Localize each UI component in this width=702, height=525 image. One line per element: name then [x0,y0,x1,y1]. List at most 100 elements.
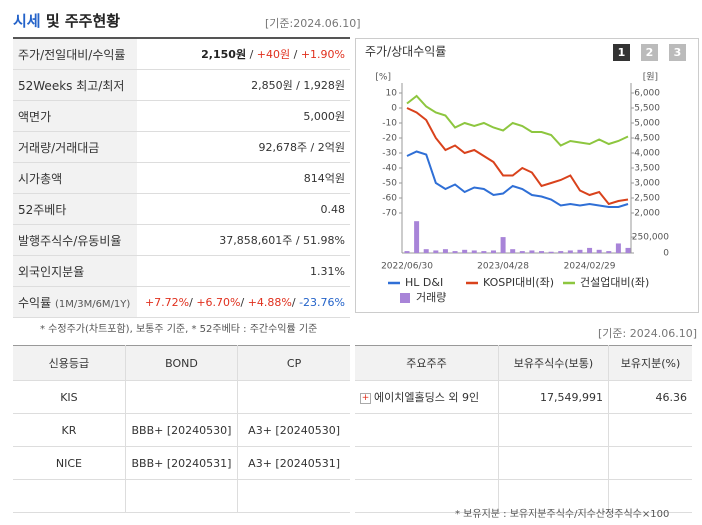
value-part: / [189,295,197,309]
quote-row: 주가/전일대비/수익률 2,150원 / +40원 / +1.90% [13,38,350,70]
chart-button-label[interactable]: 3 [674,46,682,59]
x-tick-label: 2023/04/28 [477,262,529,272]
col-header: 보유주식수(보통) [498,345,609,381]
y2-tick-label: 3,500 [634,164,660,174]
volume-bar [596,249,602,253]
chart-button[interactable] [669,44,686,61]
y2-tick-label: 2,000 [634,209,660,219]
series-line [406,150,629,208]
cell [13,479,126,513]
y-tick-label: -60 [382,194,397,204]
y2-tick-label: 4,500 [634,134,660,144]
y-tick-label: 10 [386,89,398,99]
value-part: / [291,295,300,309]
volume-bar [404,251,410,253]
volume-bar [423,249,429,253]
value-part: 5,000원 [303,110,345,123]
value-part: / [240,295,248,309]
quote-row: 시가총액 814억원 [13,162,350,194]
label-text: 52주베타 [18,202,67,217]
row-label: 52Weeks 최고/최저 [13,69,137,101]
volume-bar [414,221,420,253]
value-part: 814억원 [303,172,345,185]
holder-name: 에이치엘홀딩스 외 9인 [374,391,480,404]
cell [355,479,499,513]
value-part: +6.70% [196,295,241,309]
value-part: 92,678주 / 2억원 [258,141,345,154]
row-value: 814억원 [137,162,350,194]
row-value: 5,000원 [137,100,350,132]
value-part: 1.31% [310,264,345,278]
y2-tick-label: 6,000 [634,89,660,99]
chart-button-label[interactable]: 1 [618,46,626,59]
label-text: 외국인지분율 [18,264,85,279]
label-text: 발행주식수/유동비율 [18,233,122,248]
label-text: 거래량/거래대금 [18,140,100,155]
cell: 17,549,991 [498,380,609,414]
row-value: 2,850원 / 1,928원 [137,69,350,101]
holder-row [355,413,692,447]
cell: A3+ [20240530] [237,413,350,447]
cell [237,479,350,513]
value-part: / [290,48,301,61]
value-part: / [246,48,257,61]
chart-button[interactable] [613,44,630,61]
volume-bar [481,251,487,253]
title-rest: 및 주주현황 [40,12,121,30]
credit-row: NICE BBB+ [20240531] A3+ [20240531] [13,446,350,480]
value-part: -23.76% [299,295,345,309]
volume-bar [490,250,496,253]
cell: NICE [13,446,126,480]
legend-label: HL D&I [405,276,443,289]
credit-row [13,479,350,513]
value-part: 2,850원 / 1,928원 [251,79,345,92]
quote-row: 52주베타 0.48 [13,193,350,225]
cell [498,479,609,513]
volume-bar [442,249,448,253]
volume-bar [452,251,458,253]
y-tick-label: -20 [382,134,397,144]
holder-row [355,479,692,513]
col-header: 주요주주 [355,345,499,381]
label-note: (1M/3M/6M/1Y) [54,298,131,310]
holder-row [355,446,692,480]
value-part: +1.90% [300,48,345,61]
base-date-2: [기준: 2024.06.10] [598,327,698,340]
y-tick-label: -50 [382,179,397,189]
cell [355,446,499,480]
cell [355,413,499,447]
row-value: 0.48 [137,193,350,225]
chart-button-label[interactable]: 2 [646,46,654,59]
volume-bar [606,251,612,253]
col-header: CP [237,345,350,381]
row-value: 92,678주 / 2억원 [137,131,350,163]
volume-bar [577,249,583,253]
volume-bar [471,250,477,253]
cell: BBB+ [20240531] [124,446,239,480]
cell: KIS [13,380,126,414]
cell [124,380,239,414]
y-tick-label: -70 [382,209,397,219]
cell [608,413,692,447]
series-line [406,94,629,147]
y2-tick-label: 5,500 [634,104,660,114]
label-text: 시가총액 [18,171,63,186]
credit-row: KIS [13,380,350,414]
volume-bar [615,243,621,253]
cell [498,413,609,447]
cell: 46.36 [608,380,692,414]
row-value: 2,150원 / +40원 / +1.90% [137,38,350,70]
label-text: 주가/전일대비/수익률 [18,47,126,62]
chart: 주가/상대수익률 [%] [원] 1 2 3 10 0 -10 -20 -30 -40 -50 -6… [365,44,686,304]
col-header: 보유지분(%) [608,345,692,381]
legend-label: 건설업대비(좌) [580,276,649,289]
chart-button[interactable] [641,44,658,61]
volume-bar [539,251,545,253]
chart-panel [355,38,699,313]
cell [608,446,692,480]
y-tick-label: -30 [382,149,397,159]
cell [498,446,609,480]
legend-label: KOSPI대비(좌) [483,276,554,289]
y2-tick-label: 3,000 [634,179,660,189]
